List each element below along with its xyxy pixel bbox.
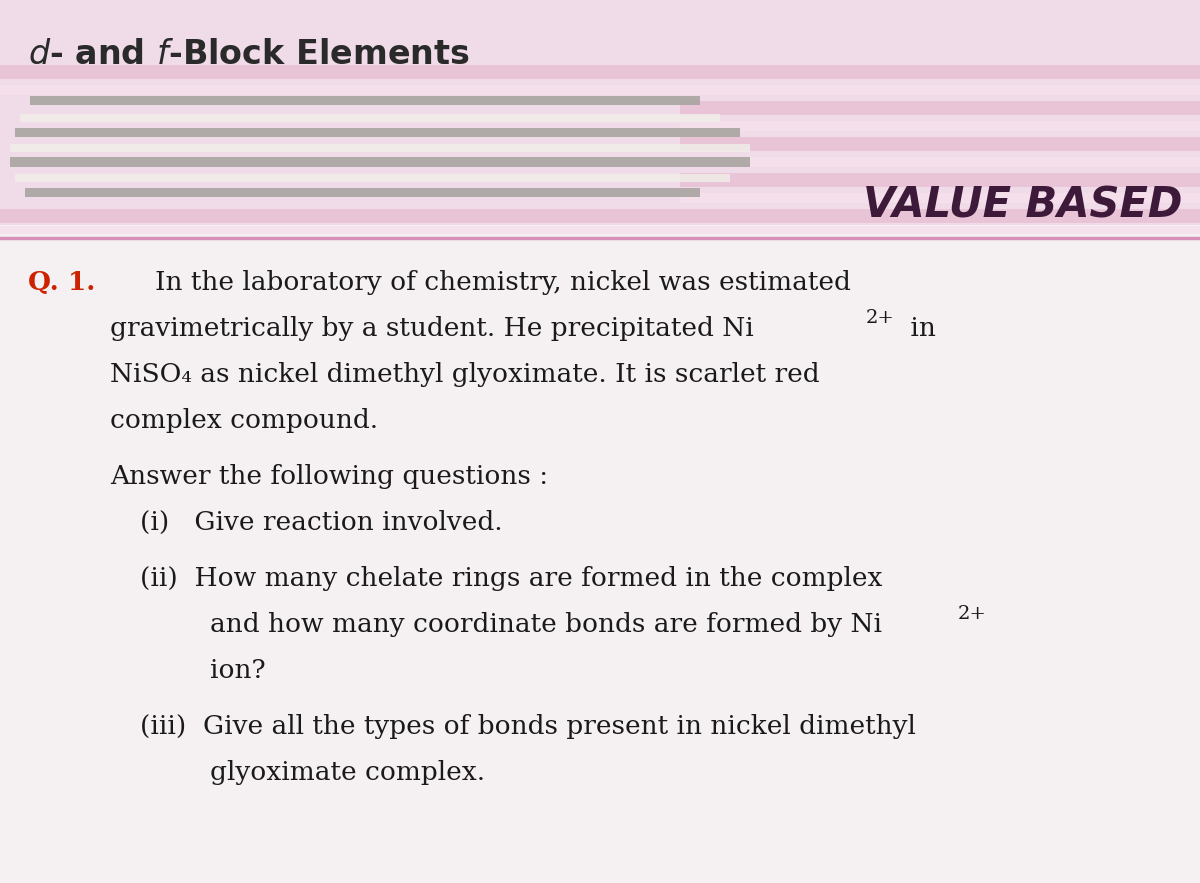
Bar (20, 114, 720, 122)
Text: In the laboratory of chemistry, nickel was estimated: In the laboratory of chemistry, nickel w… (155, 270, 851, 295)
Bar (0, 0, 1200, 225)
Bar (0, 65, 1200, 79)
Bar (30, 95, 700, 104)
Bar (14, 127, 740, 137)
Text: (iii)  Give all the types of bonds present in nickel dimethyl: (iii) Give all the types of bonds presen… (140, 714, 916, 739)
Bar (680, 157, 1200, 167)
Text: glyoximate complex.: glyoximate complex. (210, 760, 485, 785)
Text: ion?: ion? (210, 658, 265, 683)
Bar (0, 215, 1200, 883)
Text: complex compound.: complex compound. (110, 408, 378, 433)
Text: gravimetrically by a student. He precipitated Ni: gravimetrically by a student. He precipi… (110, 316, 754, 341)
Bar (680, 121, 1200, 131)
Bar (25, 187, 700, 197)
Text: and how many coordinate bonds are formed by Ni: and how many coordinate bonds are formed… (210, 612, 882, 637)
Text: (i)   Give reaction involved.: (i) Give reaction involved. (140, 510, 503, 535)
Text: Answer the following questions :: Answer the following questions : (110, 464, 548, 489)
Bar (680, 101, 1200, 115)
Bar (10, 157, 750, 167)
Bar (0, 85, 1200, 95)
Text: 2+: 2+ (958, 605, 986, 623)
Text: NiSO₄ as nickel dimethyl glyoximate. It is scarlet red: NiSO₄ as nickel dimethyl glyoximate. It … (110, 362, 820, 387)
Text: Q. 1.: Q. 1. (28, 270, 95, 295)
Bar (10, 144, 750, 152)
Text: VALUE BASED: VALUE BASED (863, 184, 1182, 226)
Text: $\mathit{d}$- and $\mathit{f}$-Block Elements: $\mathit{d}$- and $\mathit{f}$-Block Ele… (28, 38, 469, 71)
Bar (0, 226, 1200, 234)
Bar (14, 174, 730, 182)
Bar (0, 209, 1200, 223)
Text: 2+: 2+ (866, 309, 895, 327)
Bar (680, 137, 1200, 151)
Text: in: in (902, 316, 936, 341)
Bar (680, 193, 1200, 203)
Text: (ii)  How many chelate rings are formed in the complex: (ii) How many chelate rings are formed i… (140, 566, 882, 591)
Bar (680, 173, 1200, 187)
